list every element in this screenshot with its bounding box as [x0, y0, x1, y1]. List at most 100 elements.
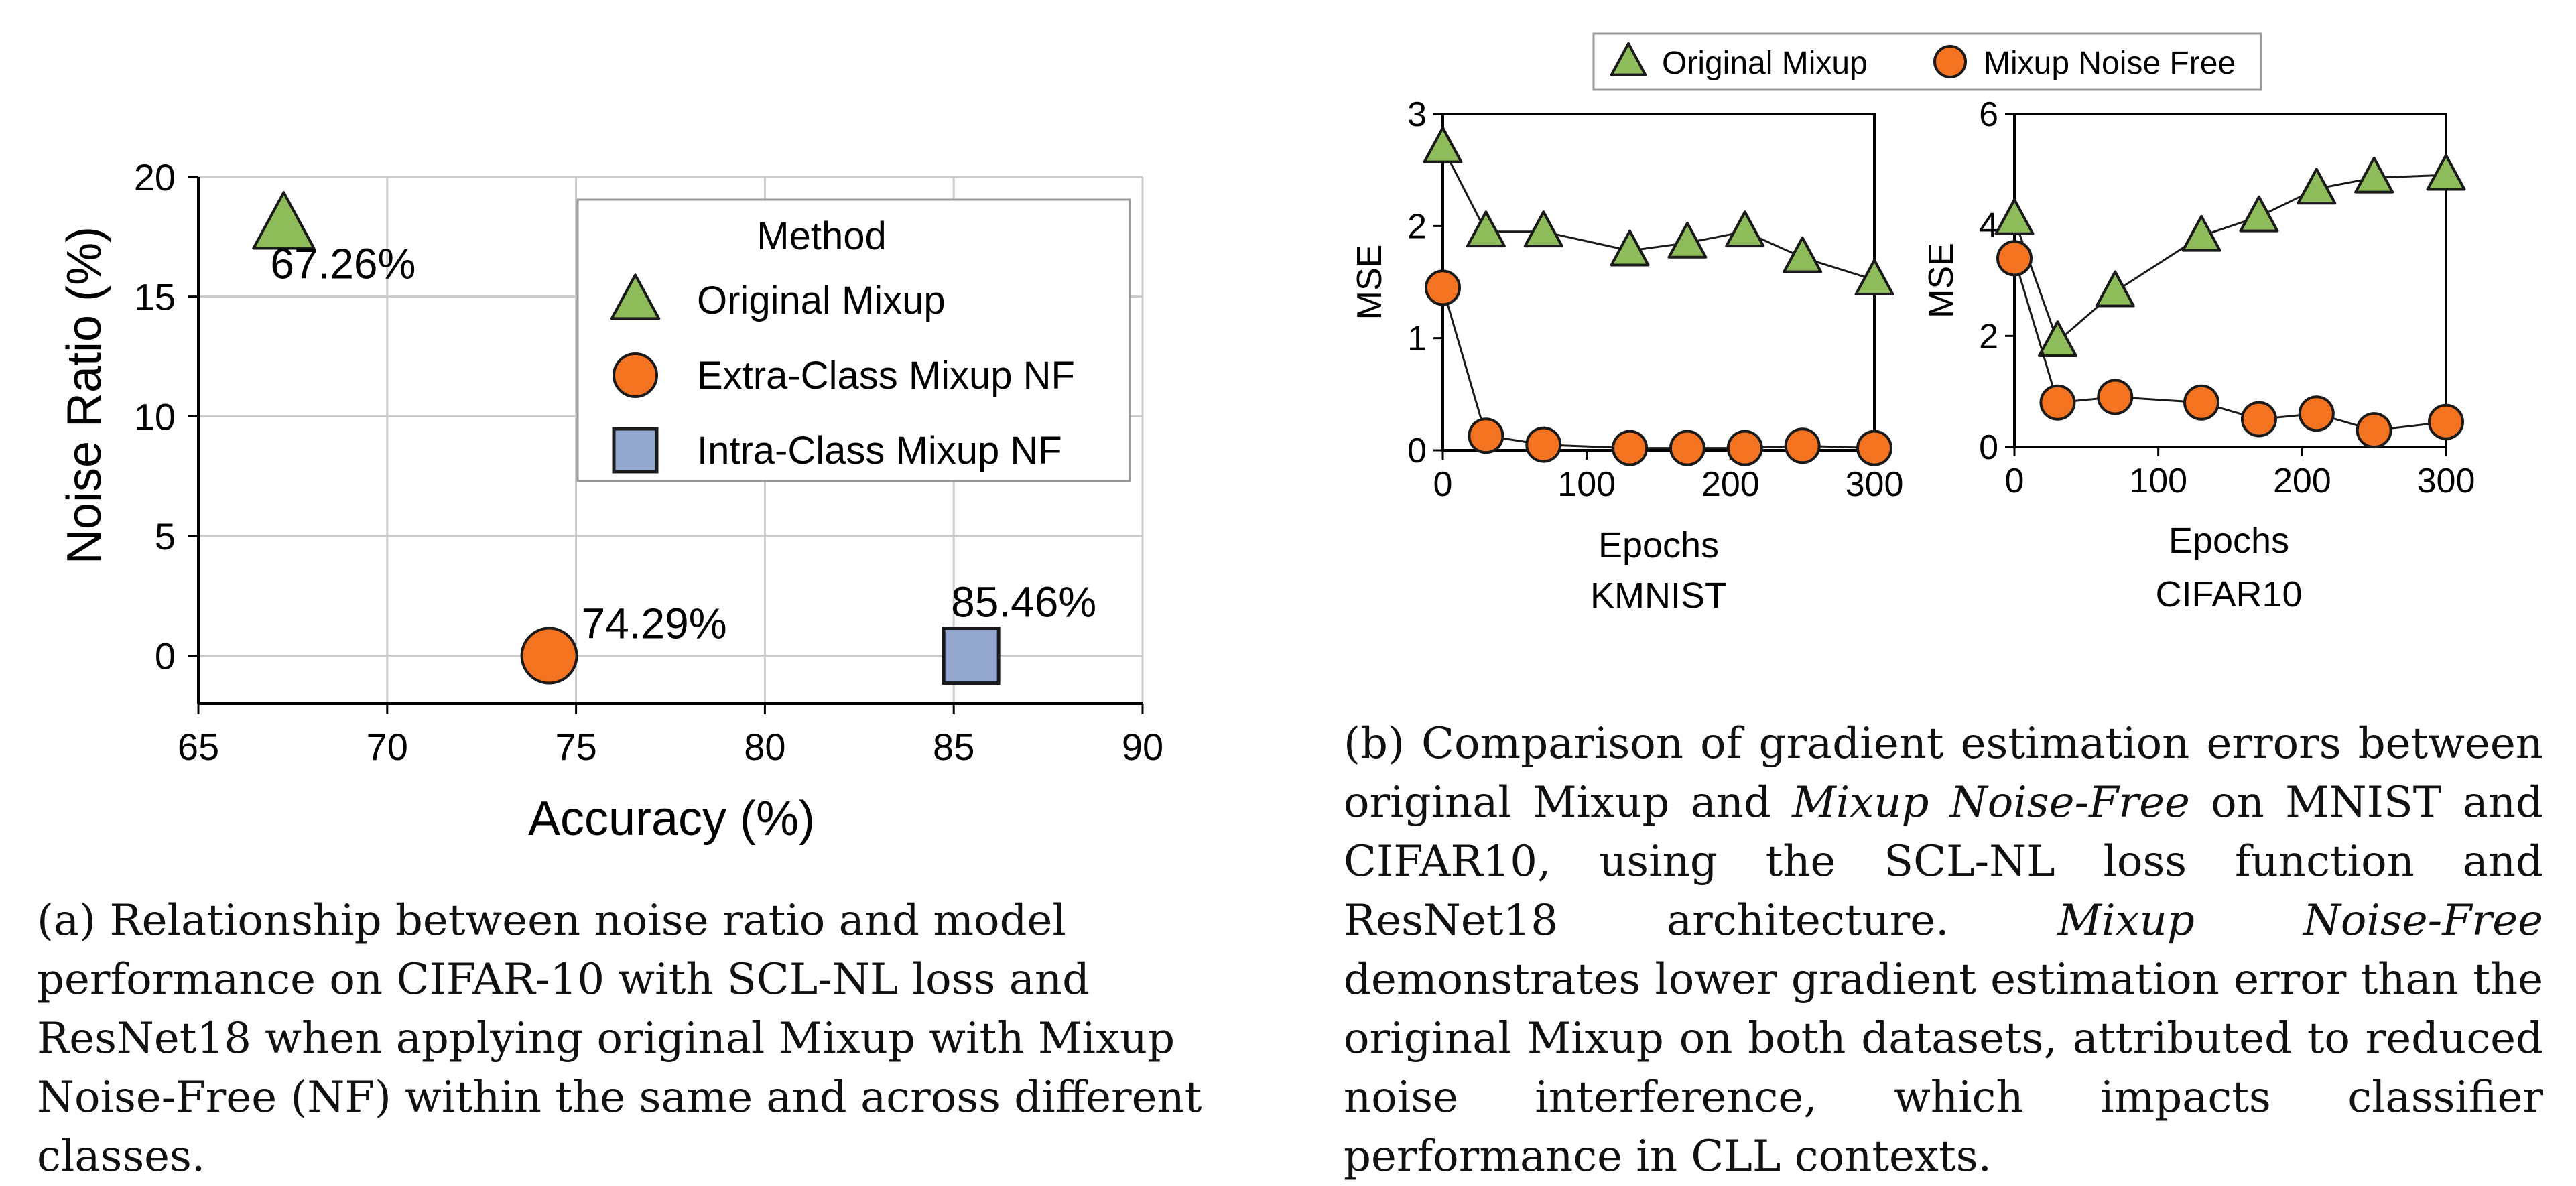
y-tick-label: 15	[134, 276, 176, 318]
data-point-triangle	[1523, 210, 1563, 248]
y-tick-label: 2	[1407, 207, 1427, 246]
data-point-circle	[1726, 430, 1763, 466]
tick-labels: 65 70 75 80 85 90 0 5 10 15 20	[134, 156, 1163, 768]
y-tick-label: 4	[1979, 206, 1998, 245]
x-tick-label: 90	[1122, 726, 1163, 768]
x-tick-label: 0	[1433, 465, 1453, 504]
scatter-marks: 67.26% 74.29% 85.46%	[252, 191, 1096, 685]
panel-cifar10-xlabel: Epochs	[2169, 521, 2289, 561]
data-point-circle	[1856, 430, 1892, 466]
legend-box	[576, 198, 1131, 482]
data-point-circle	[1996, 240, 2033, 277]
caption-b-part2: on MNIST and CIFAR10, using the SCL-NL l…	[1344, 778, 2544, 945]
point-triangle	[252, 191, 316, 250]
data-point-circle	[2356, 412, 2392, 449]
x-tick-label: 75	[555, 726, 596, 768]
x-tick-label: 300	[2417, 462, 2475, 501]
data-point-triangle	[1610, 229, 1650, 267]
axes	[188, 176, 1144, 714]
data-point-circle	[2240, 401, 2277, 438]
data-point-circle	[2183, 384, 2220, 421]
data-point-triangle	[1667, 221, 1708, 259]
series-line	[2013, 257, 2447, 432]
panel-kmnist-xlabel: Epochs	[1598, 525, 1719, 566]
y-axis-label: MSE	[1350, 245, 1389, 320]
x-tick-label: 100	[1557, 465, 1616, 504]
legend-title: Method	[757, 214, 886, 258]
legend-label: Mixup Noise Free	[1984, 46, 2236, 81]
legend-label: Extra-Class Mixup NF	[697, 354, 1075, 397]
y-tick-label: 1	[1407, 320, 1427, 358]
data-point-triangle	[2239, 195, 2279, 233]
legend-top: Original Mixup Mixup Noise Free	[1592, 32, 2262, 91]
panel-kmnist-title: KMNIST	[1590, 576, 1727, 616]
data-point-triangle	[2181, 214, 2221, 252]
data-point-triangle	[2037, 320, 2077, 357]
data-point-triangle	[1466, 210, 1506, 248]
data-point-triangle	[2354, 156, 2394, 194]
point-circle	[520, 627, 578, 685]
plot-frame	[2013, 113, 2447, 448]
x-tick-label: 300	[1846, 465, 1904, 504]
y-axis-label: Noise Ratio (%)	[58, 226, 111, 564]
caption-b-text: (b) Comparison of gradient estimation er…	[1344, 714, 2543, 1186]
data-point-triangle	[2426, 153, 2466, 191]
data-point-triangle	[2095, 270, 2135, 308]
legend: Method Original Mixup Extra-Class Mixup N…	[576, 198, 1131, 482]
legend-marker-triangle	[610, 273, 661, 320]
y-axis-label: MSE	[1922, 243, 1961, 318]
panel-cifar10-title: CIFAR10	[2155, 574, 2302, 614]
data-point-triangle	[1994, 198, 2035, 235]
y-tick-label: 6	[1979, 95, 1998, 134]
series-line	[2013, 174, 2447, 344]
y-tick-label: 2	[1979, 317, 1998, 356]
data-point-circle	[1525, 426, 1562, 463]
plot-frame	[1441, 113, 1876, 452]
scatter-chart-noise-vs-accuracy: 65 70 75 80 85 90 0 5 10 15 20 Accuracy (%) Noise …	[58, 156, 1163, 846]
legend-marker-triangle	[1610, 42, 1647, 76]
legend-label: Original Mixup	[697, 279, 946, 322]
y-tick-label: 5	[155, 515, 176, 557]
data-point-circle	[1669, 430, 1705, 466]
x-tick-label: 100	[2129, 462, 2187, 501]
y-tick-label: 0	[1979, 428, 1998, 467]
data-point-circle	[1612, 430, 1649, 466]
data-point-circle	[2428, 403, 2464, 440]
y-tick-label: 0	[155, 635, 176, 677]
y-tick-label: 0	[1407, 432, 1427, 470]
data-point-triangle	[1854, 259, 1894, 296]
y-tick-label: 10	[134, 395, 176, 438]
x-tick-label: 80	[744, 726, 785, 768]
y-tick-label: 20	[134, 156, 176, 198]
legend-marker-circle	[1933, 45, 1967, 78]
data-point-circle	[1425, 269, 1461, 306]
x-tick-label: 70	[367, 726, 408, 768]
data-point-triangle	[2297, 168, 2337, 205]
x-tick-label: 200	[2273, 462, 2331, 501]
data-point-triangle	[1725, 210, 1765, 248]
panel-cifar10: 0 100 200 300 0 2 4 6 MSE	[1922, 95, 2475, 501]
x-axis-label: Accuracy (%)	[528, 792, 815, 846]
series-line	[1441, 287, 1875, 450]
point-square	[942, 627, 1001, 685]
line-charts-mse-vs-epochs: Original Mixup Mixup Noise Free 0 100 200 30…	[1350, 32, 2475, 616]
data-point-circle	[2298, 395, 2335, 432]
data-point-circle	[2039, 384, 2076, 421]
data-point-circle	[2097, 379, 2134, 415]
data-point-triangle	[1423, 126, 1463, 163]
data-label: 85.46%	[951, 578, 1096, 627]
data-point-circle	[1784, 427, 1821, 464]
data-label: 74.29%	[582, 600, 727, 648]
caption-a: (a) Relationship between noise ratio and…	[37, 891, 1243, 1186]
legend-label: Original Mixup	[1662, 46, 1868, 81]
caption-b-emphasis-1: Mixup Noise-Free	[1792, 778, 2190, 828]
caption-a-text: (a) Relationship between noise ratio and…	[37, 896, 1202, 1181]
x-tick-label: 85	[933, 726, 974, 768]
legend-marker-circle	[613, 352, 658, 398]
panel-kmnist: 0 100 200 300 0 1 2 3 MSE	[1350, 95, 1903, 504]
x-tick-label: 200	[1701, 465, 1760, 504]
data-point-circle	[1468, 417, 1504, 454]
legend-marker-square	[612, 427, 659, 474]
caption-b-part3: demonstrates lower gradient estimation e…	[1344, 955, 2543, 1181]
y-tick-label: 3	[1407, 95, 1427, 134]
